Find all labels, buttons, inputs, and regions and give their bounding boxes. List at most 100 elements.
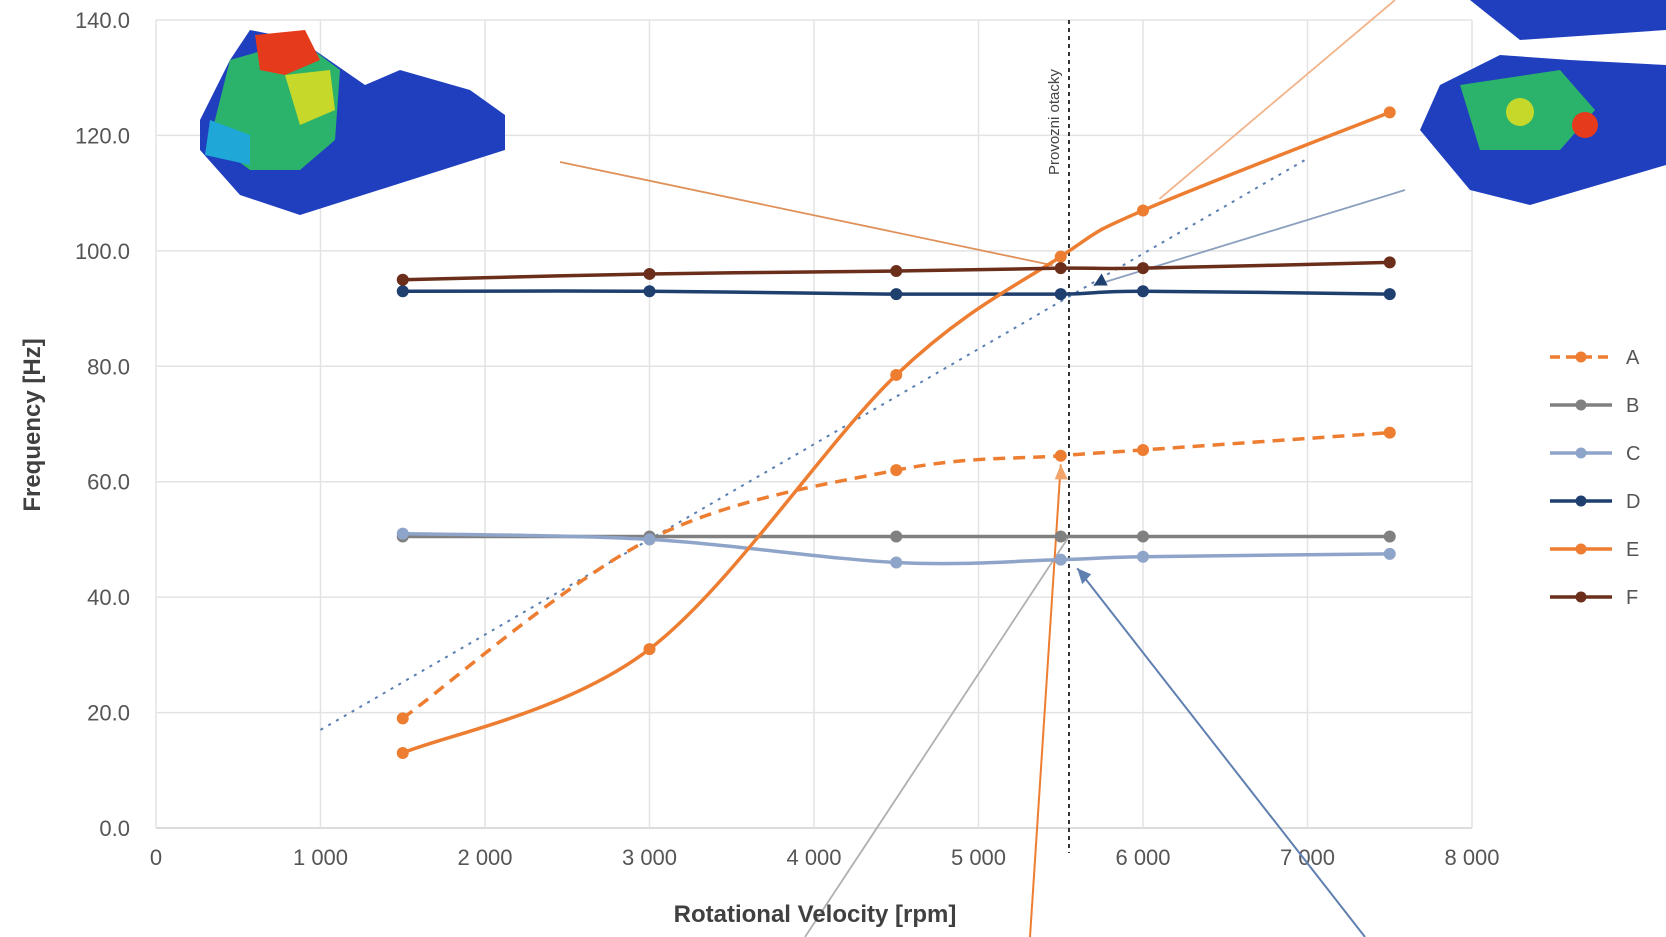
legend-item-e: E xyxy=(1550,539,1639,561)
excitation-lines xyxy=(319,0,1406,937)
legend-swatch-marker xyxy=(1575,447,1587,459)
operating-speed-reference-line: Provozni otacky xyxy=(1046,20,1070,853)
series-line-f xyxy=(402,260,1390,282)
point-e-4 xyxy=(1137,204,1149,217)
excitation-order-line xyxy=(319,157,1309,731)
legend-label: D xyxy=(1626,491,1640,513)
point-d-0 xyxy=(396,285,409,298)
point-d-4 xyxy=(1137,285,1149,298)
callout-line-left-model xyxy=(559,161,1053,267)
point-e-3 xyxy=(1054,250,1067,263)
point-a-4 xyxy=(1137,443,1149,456)
series-line-e xyxy=(402,110,1391,755)
legend-swatch-marker xyxy=(1575,351,1587,363)
point-e-2 xyxy=(890,368,903,381)
y-tick-label: 80.0 xyxy=(87,354,130,379)
point-f-5 xyxy=(1383,256,1396,269)
y-axis-ticks: 0.0 20.0 40.0 60.0 80.0 100.0 120.0 140.0 xyxy=(75,8,130,841)
x-tick-label: 1 000 xyxy=(293,845,348,870)
series-line-d xyxy=(402,289,1390,297)
point-a-5 xyxy=(1383,426,1396,439)
point-f-2 xyxy=(890,265,903,278)
point-f-0 xyxy=(396,273,409,286)
callout-line-orange xyxy=(1029,464,1062,937)
callout-arrowhead xyxy=(1093,273,1108,286)
y-tick-label: 140.0 xyxy=(75,8,130,33)
point-b-2 xyxy=(890,530,903,543)
point-d-2 xyxy=(890,288,903,301)
series-e xyxy=(396,106,1396,759)
y-tick-label: 100.0 xyxy=(75,239,130,264)
legend-item-c: C xyxy=(1550,443,1640,465)
series-line-c xyxy=(402,531,1390,566)
legend-label: B xyxy=(1626,395,1639,417)
series-f xyxy=(396,256,1396,286)
y-tick-label: 120.0 xyxy=(75,123,130,148)
point-c-3 xyxy=(1054,553,1067,566)
point-c-5 xyxy=(1383,547,1396,560)
point-f-3 xyxy=(1054,262,1067,275)
callout-line-blue xyxy=(1076,567,1366,937)
x-tick-label: 5 000 xyxy=(951,845,1006,870)
x-tick-label: 2 000 xyxy=(457,845,512,870)
callout-line-right-model xyxy=(1158,0,1396,200)
legend-swatch-marker xyxy=(1575,591,1587,603)
point-b-4 xyxy=(1137,530,1149,543)
point-f-4 xyxy=(1137,262,1149,275)
data-series xyxy=(396,106,1396,759)
point-c-1 xyxy=(643,533,656,546)
series-d xyxy=(396,285,1396,301)
x-axis-ticks: 0 1 000 2 000 3 000 4 000 5 000 6 000 7 000 8 00… xyxy=(150,845,1500,870)
point-e-5 xyxy=(1383,106,1396,119)
legend-label: A xyxy=(1626,347,1640,369)
callout-arrowhead xyxy=(1077,568,1092,585)
fem-model-image-right xyxy=(1420,0,1666,205)
point-f-1 xyxy=(643,267,656,280)
y-tick-label: 40.0 xyxy=(87,585,130,610)
point-d-5 xyxy=(1383,288,1396,301)
x-tick-label: 7 000 xyxy=(1280,845,1335,870)
point-a-3 xyxy=(1054,449,1067,462)
legend-swatch-marker xyxy=(1575,399,1587,411)
fem-model-image-left xyxy=(200,30,505,215)
series-a xyxy=(396,426,1396,725)
callout-arrowhead xyxy=(1054,464,1068,480)
point-c-4 xyxy=(1137,550,1149,563)
legend-label: E xyxy=(1626,539,1639,561)
y-tick-label: 0.0 xyxy=(99,816,130,841)
reference-line-label: Provozni otacky xyxy=(1046,69,1063,175)
x-tick-label: 3 000 xyxy=(622,845,677,870)
point-b-3 xyxy=(1054,530,1067,543)
point-c-2 xyxy=(890,556,903,569)
x-tick-label: 4 000 xyxy=(786,845,841,870)
legend-swatch-marker xyxy=(1575,495,1587,507)
point-c-0 xyxy=(396,527,409,540)
legend: A B C D E F xyxy=(1550,347,1640,609)
series-line-a xyxy=(401,430,1390,720)
series-c xyxy=(396,527,1396,569)
legend-item-a: A xyxy=(1550,347,1640,369)
point-e-0 xyxy=(396,746,409,759)
legend-swatch-marker xyxy=(1575,543,1587,555)
x-tick-label: 0 xyxy=(150,845,162,870)
legend-label: F xyxy=(1626,587,1638,609)
legend-item-f: F xyxy=(1550,587,1638,609)
point-a-0 xyxy=(396,712,409,725)
x-tick-label: 6 000 xyxy=(1115,845,1170,870)
y-axis-title: Frequency [Hz] xyxy=(19,338,46,511)
point-a-2 xyxy=(890,464,903,477)
legend-item-d: D xyxy=(1550,491,1640,513)
x-tick-label: 8 000 xyxy=(1444,845,1499,870)
x-axis-title: Rotational Velocity [rpm] xyxy=(674,901,957,928)
point-d-3 xyxy=(1054,288,1067,301)
legend-item-b: B xyxy=(1550,395,1639,417)
y-tick-label: 20.0 xyxy=(87,701,130,726)
callout-line-grey xyxy=(804,536,1070,937)
legend-label: C xyxy=(1626,443,1640,465)
point-d-1 xyxy=(643,285,656,298)
point-e-1 xyxy=(643,643,656,656)
y-tick-label: 60.0 xyxy=(87,470,130,495)
point-b-5 xyxy=(1383,530,1396,543)
